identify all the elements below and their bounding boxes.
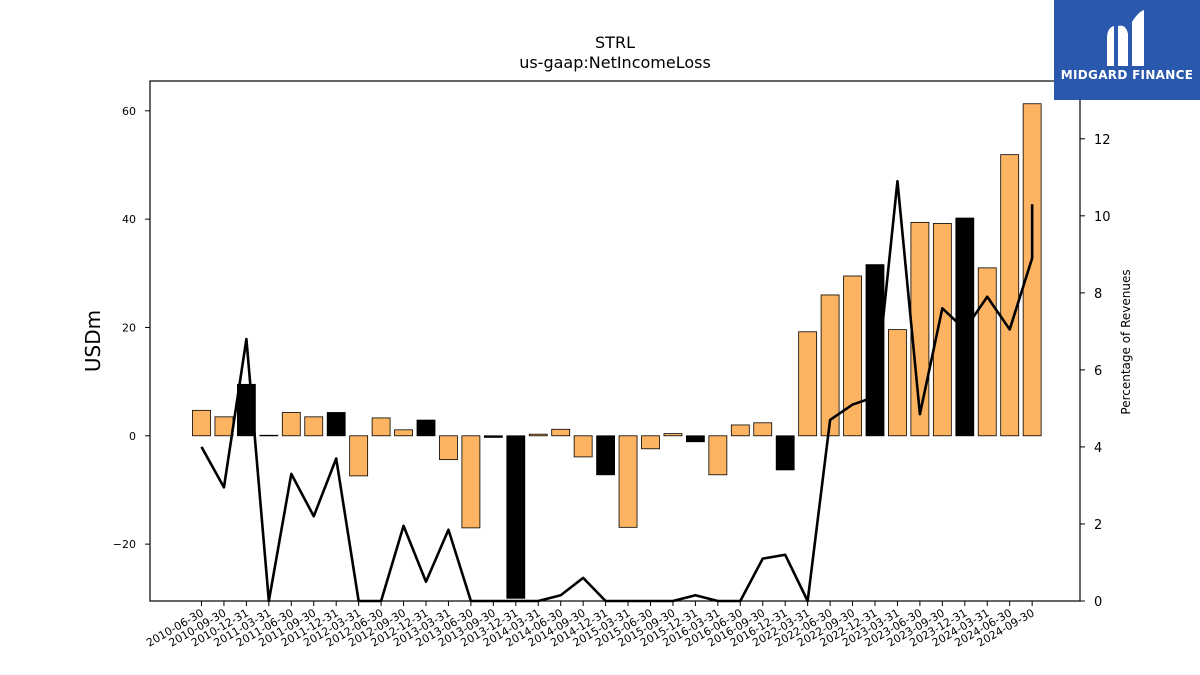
y2-axis-label: Percentage of Revenues — [1119, 269, 1133, 414]
bar — [1000, 154, 1020, 437]
y2-tick-label: 2 — [1094, 518, 1102, 533]
bar — [932, 223, 952, 437]
y2-tick-label: 8 — [1094, 287, 1102, 302]
line-group — [200, 179, 1034, 603]
bar — [686, 435, 705, 443]
bar — [528, 433, 548, 437]
bar — [551, 428, 571, 437]
bar — [1022, 103, 1042, 437]
y2-tick-label: 6 — [1094, 364, 1102, 379]
bar — [192, 409, 211, 437]
bar — [281, 412, 301, 437]
y-tick-label: 60 — [122, 105, 136, 118]
bar — [371, 417, 391, 437]
plot-frame — [149, 80, 1081, 602]
bar — [326, 412, 346, 437]
bar — [618, 435, 638, 528]
bar — [259, 434, 279, 437]
bar — [304, 416, 324, 437]
bar — [820, 294, 840, 437]
bar — [843, 275, 862, 437]
bar — [888, 329, 907, 437]
bar — [798, 331, 818, 437]
bar — [641, 435, 660, 450]
bar — [708, 435, 728, 476]
bar — [596, 435, 615, 476]
bar — [214, 416, 234, 437]
logo-mark-icon — [1107, 10, 1144, 67]
bar — [663, 433, 683, 437]
bar — [394, 429, 413, 437]
bar — [349, 435, 369, 477]
y-tick-label: −20 — [113, 538, 136, 551]
bar — [865, 264, 885, 437]
y2-tick-label: 10 — [1094, 210, 1111, 225]
chart-title: STRL — [595, 33, 635, 52]
bar — [730, 424, 750, 437]
bar — [461, 435, 481, 529]
y2-tick-label: 0 — [1094, 595, 1102, 610]
y2-tick-label: 4 — [1094, 441, 1102, 456]
bar — [977, 267, 997, 437]
y-tick-label: 40 — [122, 213, 136, 226]
bar — [775, 435, 795, 471]
bar — [573, 435, 593, 458]
bars-group — [192, 103, 1042, 599]
bar — [483, 435, 503, 438]
y-axis-label: USDm — [81, 310, 105, 372]
axes-group — [145, 80, 1085, 606]
y-tick-label: 0 — [129, 430, 136, 443]
labels-group: −2002040600246810122010-06-302010-09-302… — [81, 33, 1133, 650]
series-line — [200, 179, 1034, 603]
bar — [955, 217, 975, 437]
bar — [506, 435, 526, 599]
bar — [439, 435, 458, 461]
y-tick-label: 20 — [122, 321, 136, 334]
bar — [753, 422, 773, 437]
chart-subtitle: us-gaap:NetIncomeLoss — [519, 53, 711, 72]
logo-text: MIDGARD FINANCE — [1060, 68, 1194, 82]
brand-logo: MIDGARD FINANCE — [1054, 0, 1200, 100]
bar — [416, 419, 436, 437]
y2-tick-label: 12 — [1094, 133, 1111, 148]
